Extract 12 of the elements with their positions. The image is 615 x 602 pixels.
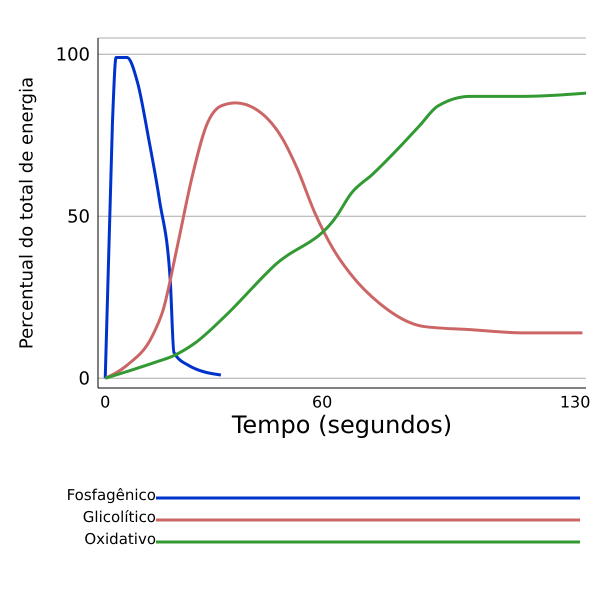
x-tick-label: 130 (560, 392, 590, 412)
legend-label: Fosfagênico (66, 486, 156, 504)
x-axis-title: Tempo (segundos) (230, 411, 452, 440)
y-tick-label: 0 (78, 368, 90, 390)
y-tick-label: 50 (67, 206, 90, 228)
x-tick-label: 0 (100, 392, 110, 412)
line-series (104, 56, 222, 380)
legend-label: Glicolítico (82, 508, 156, 526)
legend-label: Oxidativo (83, 530, 156, 548)
y-tick-label: 100 (56, 44, 90, 66)
x-tick-label: 60 (312, 392, 332, 412)
y-axis-title: Percentual do total de energia (16, 76, 38, 350)
